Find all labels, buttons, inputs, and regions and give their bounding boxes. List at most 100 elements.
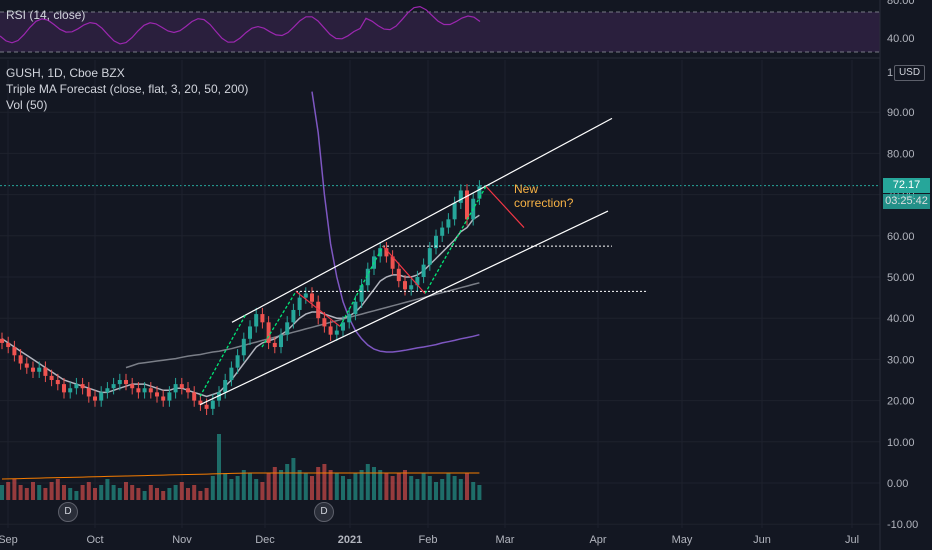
volume-bar (173, 485, 178, 500)
candle-body (415, 277, 420, 286)
currency-button[interactable]: USD (894, 65, 925, 81)
candle-body (173, 384, 178, 393)
volume-bar (179, 482, 184, 500)
candle-body (49, 375, 54, 380)
candle-body (334, 330, 339, 335)
candles (0, 180, 482, 416)
volume-bar (142, 491, 147, 500)
candle-body (353, 301, 358, 315)
volume-bar (31, 482, 35, 500)
candle-body (322, 318, 327, 327)
time-tick-label: Jul (845, 534, 859, 546)
volume-bar (341, 476, 345, 500)
volume-bar (148, 485, 153, 500)
volume-bar (328, 470, 333, 500)
dividend-marker[interactable]: D (314, 502, 334, 522)
volume-bar (465, 473, 469, 500)
price-tick-label: 10.00 (887, 437, 915, 449)
volume-bar (347, 479, 352, 500)
candle-body (427, 248, 432, 265)
volume-bar (55, 479, 60, 500)
volume-bar (266, 473, 271, 500)
candle-body (161, 396, 166, 401)
price-tick-label: 80.00 (887, 148, 915, 160)
candle-body (68, 388, 73, 393)
candle-body (272, 342, 277, 348)
candle-body (254, 314, 259, 327)
impulse-wave-3 (339, 245, 384, 327)
candle-body (390, 256, 395, 269)
volume-bar (68, 488, 73, 500)
candle-body (477, 186, 482, 199)
price-tick-label: 20.00 (887, 396, 915, 408)
volume-bar (93, 488, 97, 500)
volume-bar (124, 482, 128, 500)
candle-body (86, 388, 91, 397)
candle-body (0, 338, 4, 343)
candle-body (297, 297, 302, 310)
volume-bar (37, 485, 42, 500)
candle-body (421, 264, 426, 277)
volume-bar (0, 485, 4, 500)
grid (0, 60, 880, 528)
price-tick-label: 90.00 (887, 107, 915, 119)
volume-bar (322, 464, 327, 500)
volume-bars (0, 434, 482, 500)
volume-bar (74, 491, 79, 500)
volume-bar (161, 491, 166, 500)
candle-body (384, 248, 389, 257)
volume-bar (204, 488, 209, 500)
time-axis: Sep Oct Nov Dec 2021 Feb Mar Apr May Jun Jul (0, 534, 859, 546)
candle-body (229, 367, 234, 380)
candle-body (142, 388, 147, 393)
dividend-marker[interactable]: D (58, 502, 78, 522)
candle-body (24, 363, 29, 368)
indicator-legend[interactable]: Triple MA Forecast (close, flat, 3, 20, … (6, 82, 249, 96)
candle-body (378, 248, 383, 257)
ma-mid-line (125, 282, 480, 369)
volume-bar (210, 476, 215, 500)
volume-bar (427, 476, 432, 500)
time-tick-label: Apr (589, 534, 606, 546)
rsi-tick-label: 80.00 (887, 0, 915, 7)
channel-upper (231, 117, 613, 323)
volume-bar (198, 491, 203, 500)
volume-bar (24, 488, 29, 500)
candle-body (434, 235, 438, 249)
candle-body (186, 388, 190, 393)
volume-bar (105, 479, 110, 500)
ma-slow-line (311, 91, 480, 353)
volume-bar (130, 485, 135, 500)
candle-body (396, 268, 401, 282)
rsi-title[interactable]: RSI (14, close) (6, 8, 86, 22)
candle-body (341, 322, 345, 331)
volume-bar (372, 467, 376, 500)
candle-body (359, 285, 364, 302)
candle-body (111, 384, 116, 389)
volume-bar (186, 488, 190, 500)
volume-bar (241, 470, 246, 500)
candle-body (62, 384, 66, 393)
time-tick-label: Feb (419, 534, 438, 546)
candle-body (347, 314, 352, 323)
time-tick-label: Dec (255, 534, 275, 546)
price-tick-label: 0.00 (887, 478, 908, 490)
volume-bar (6, 482, 11, 500)
rsi-band (0, 12, 880, 52)
volume-legend[interactable]: Vol (50) (6, 98, 48, 112)
candle-body (130, 384, 135, 389)
chart-annotation[interactable]: New correction? (514, 182, 573, 210)
time-tick-label: Nov (172, 534, 192, 546)
annotation-line-1: New (514, 182, 539, 196)
annotation-line-2: correction? (514, 196, 574, 210)
volume-bar (310, 476, 314, 500)
moving-averages (1, 91, 480, 398)
candle-body (99, 392, 104, 401)
candle-body (210, 400, 215, 409)
time-tick-label: 2021 (338, 534, 362, 546)
candle-body (279, 334, 283, 348)
candle-body (260, 314, 265, 323)
volume-bar (235, 476, 240, 500)
symbol-legend[interactable]: GUSH, 1D, Cboe BZX (6, 66, 125, 80)
candle-body (43, 367, 48, 376)
